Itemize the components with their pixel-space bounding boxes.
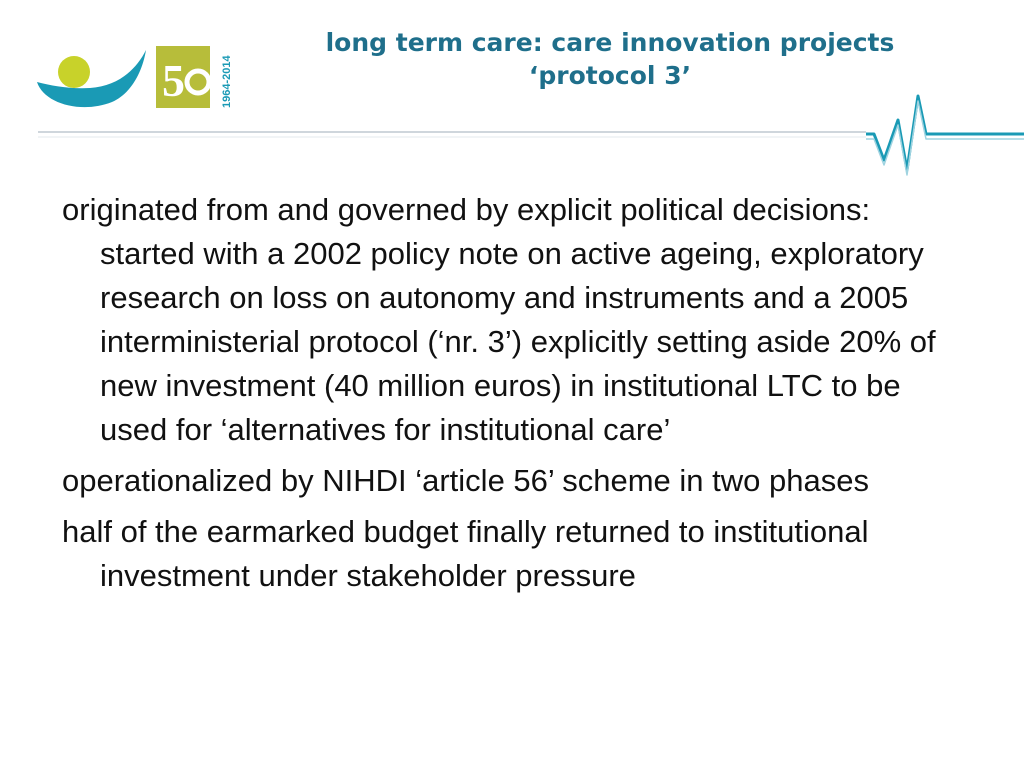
logo-years: 1964-2014 [221,55,233,108]
header-divider [38,94,1024,176]
slide-title-line-1: long term care: care innovation projects [325,28,895,57]
bullet-paragraph: operationalized by NIHDI ‘article 56’ sc… [62,463,869,498]
svg-text:5: 5 [162,55,185,106]
heartbeat-pulse-icon [866,94,1024,172]
institution-logo: 5 1964-2014 [37,46,233,108]
logo-swoosh-icon [37,50,146,108]
logo-circle-icon [58,56,90,88]
slide-body: originated from and governed by explicit… [62,188,962,605]
bullet-paragraph: originated from and governed by explicit… [62,192,936,447]
slide-title: long term care: care innovation projects… [280,26,940,92]
anniversary-badge-icon [156,46,210,108]
slide-title-line-2: ‘protocol 3’ [528,61,692,90]
bullet-paragraph: half of the earmarked budget finally ret… [62,514,869,593]
